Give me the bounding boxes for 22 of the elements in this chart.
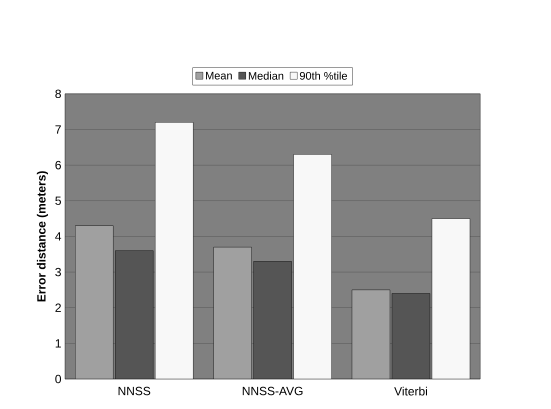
y-tick-label: 0	[55, 374, 62, 384]
legend-label: 90th %tile	[300, 72, 348, 80]
y-tick-label: 7	[55, 125, 61, 134]
bar	[155, 122, 194, 379]
bar	[214, 247, 252, 379]
x-tick-label: NNSS-AVG	[242, 386, 302, 396]
y-tick-label: 3	[55, 268, 61, 276]
legend-label: Mean	[206, 72, 232, 80]
y-axis-title: Error distance (meters)	[36, 171, 48, 302]
bar	[75, 226, 114, 379]
bar	[432, 218, 470, 379]
bar	[294, 154, 332, 379]
y-tick-label: 1	[56, 339, 61, 348]
legend-label: Median	[248, 72, 284, 80]
bar	[352, 290, 390, 379]
y-tick-label: 8	[55, 90, 61, 98]
x-tick-label: Viterbi	[394, 386, 427, 396]
y-tick-label: 6	[55, 160, 61, 170]
y-tick-label: 4	[55, 232, 62, 241]
x-tick-label: NNSS	[118, 386, 150, 396]
y-tick-label: 2	[55, 304, 61, 312]
y-tick-label: 5	[55, 196, 61, 205]
